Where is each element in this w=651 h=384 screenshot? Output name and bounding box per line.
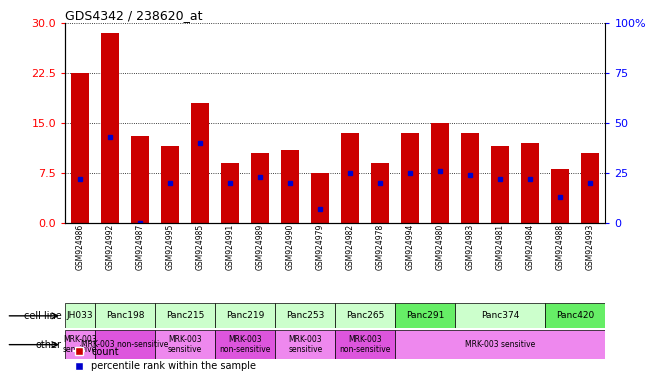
Bar	[462, 133, 479, 223]
Bar	[432, 123, 449, 223]
Text: Panc253: Panc253	[286, 311, 324, 320]
Bar	[371, 163, 389, 223]
Bar	[95, 303, 155, 328]
Text: Panc265: Panc265	[346, 311, 385, 320]
Bar	[395, 303, 455, 328]
Bar	[161, 146, 179, 223]
Bar	[395, 330, 605, 359]
Text: Panc420: Panc420	[557, 311, 594, 320]
Bar	[155, 330, 215, 359]
Text: MRK-003
sensitive: MRK-003 sensitive	[288, 335, 322, 354]
Bar	[335, 330, 395, 359]
Bar	[546, 303, 605, 328]
Bar	[155, 303, 215, 328]
Text: cell line: cell line	[24, 311, 62, 321]
Bar	[492, 146, 509, 223]
Legend: count, percentile rank within the sample: count, percentile rank within the sample	[70, 343, 260, 375]
Bar	[95, 330, 155, 359]
Bar	[551, 169, 570, 223]
Bar	[281, 149, 299, 223]
Text: MRK-003
sensitive: MRK-003 sensitive	[168, 335, 202, 354]
Text: Panc198: Panc198	[106, 311, 145, 320]
Bar	[335, 303, 395, 328]
Bar	[65, 303, 95, 328]
Bar	[131, 136, 149, 223]
Bar	[311, 173, 329, 223]
Text: MRK-003
sensitive: MRK-003 sensitive	[63, 335, 97, 354]
Text: MRK-003
non-sensitive: MRK-003 non-sensitive	[219, 335, 271, 354]
Text: Panc291: Panc291	[406, 311, 445, 320]
Bar	[275, 330, 335, 359]
Text: MRK-003 non-sensitive: MRK-003 non-sensitive	[81, 340, 169, 349]
Text: Panc374: Panc374	[481, 311, 519, 320]
Bar	[191, 103, 209, 223]
Text: other: other	[36, 339, 62, 350]
Bar	[65, 330, 95, 359]
Bar	[581, 153, 600, 223]
Bar	[215, 330, 275, 359]
Bar	[275, 303, 335, 328]
Bar	[341, 133, 359, 223]
Text: JH033: JH033	[67, 311, 94, 320]
Text: Panc219: Panc219	[226, 311, 264, 320]
Bar	[401, 133, 419, 223]
Bar	[455, 303, 546, 328]
Bar	[221, 163, 239, 223]
Bar	[521, 143, 540, 223]
Text: MRK-003 sensitive: MRK-003 sensitive	[465, 340, 536, 349]
Bar	[251, 153, 270, 223]
Bar	[101, 33, 119, 223]
Text: Panc215: Panc215	[166, 311, 204, 320]
Bar	[215, 303, 275, 328]
Bar	[71, 73, 89, 223]
Text: MRK-003
non-sensitive: MRK-003 non-sensitive	[340, 335, 391, 354]
Text: GDS4342 / 238620_at: GDS4342 / 238620_at	[65, 9, 202, 22]
